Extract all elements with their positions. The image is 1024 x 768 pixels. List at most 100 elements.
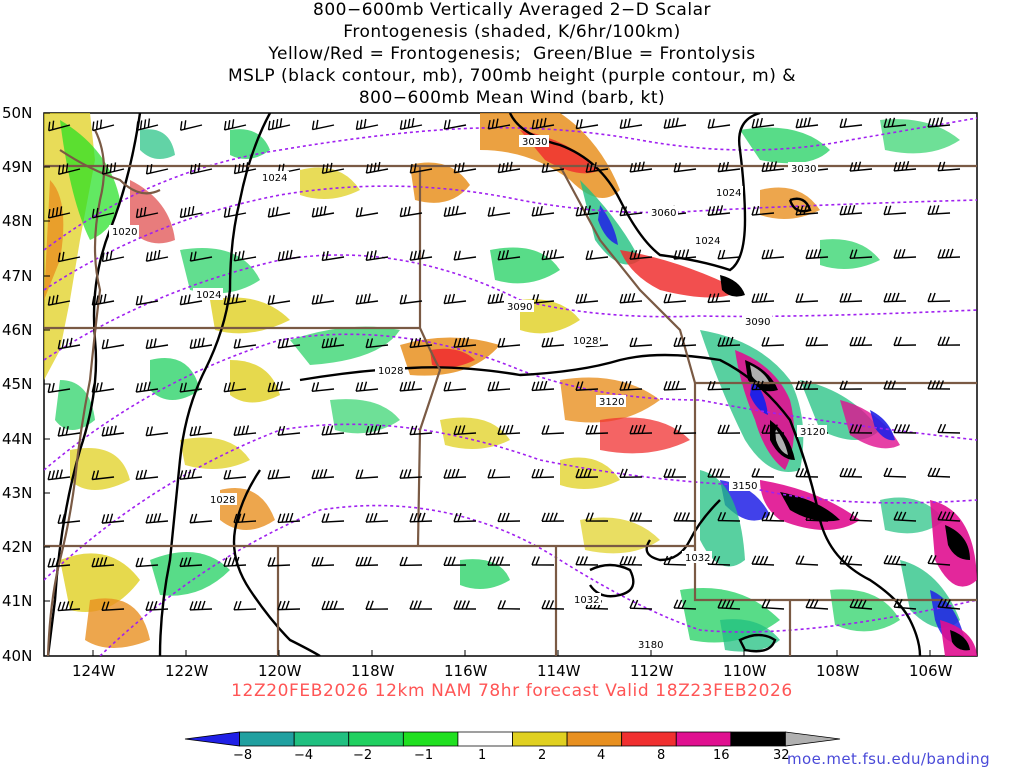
wind-barb-feather (751, 118, 756, 128)
wind-barb-feather (677, 424, 682, 434)
wind-barb-shaft (48, 124, 71, 132)
wind-barb-shaft (498, 344, 521, 348)
wind-barb-feather (329, 600, 334, 610)
wind-barb-feather (765, 249, 770, 259)
wind-barb-feather (363, 118, 367, 128)
wind-barb-shaft (444, 124, 467, 130)
wind-barb-feather (403, 556, 408, 566)
wind-barb-feather (671, 118, 675, 128)
wind-barb-feather (241, 250, 245, 260)
wind-barb-feather (403, 119, 407, 129)
wind-barb-feather (487, 294, 492, 304)
wind-barb-feather (895, 555, 901, 565)
frontogenesis-shading (44, 113, 977, 656)
wind-barb-feather (667, 555, 673, 565)
wind-barb-feather (545, 250, 550, 260)
wind-barb-feather (587, 468, 592, 478)
colorbar-label: 8 (657, 748, 665, 763)
wind-barb-feather (623, 468, 628, 478)
wind-barb-shaft (136, 476, 159, 481)
wind-barb-feather (575, 468, 580, 478)
wind-barb-feather (817, 248, 822, 258)
colorbar-swatch (730, 731, 786, 747)
wind-barb-feather (325, 250, 329, 261)
wind-barb-feather (849, 424, 854, 434)
wind-barb-shaft (454, 168, 477, 174)
wind-barb-feather (145, 601, 150, 611)
wind-barb-feather (849, 511, 855, 521)
wind-barb-feather (619, 468, 624, 478)
wind-barb-feather (895, 292, 900, 302)
wind-barb-feather (589, 250, 594, 260)
wind-barb-shaft (48, 300, 71, 306)
wind-barb-feather (279, 118, 283, 128)
wind-barb-shaft (894, 168, 917, 172)
colorbar-swatch (785, 731, 841, 747)
wind-barb-feather (759, 555, 765, 565)
wind-barb-feather (715, 468, 720, 478)
wind-barb-feather (501, 250, 506, 260)
wind-barb-feather (409, 600, 414, 610)
wind-barb-feather (101, 514, 106, 524)
wind-barb-shaft (180, 476, 203, 480)
wind-barb-feather (807, 380, 812, 390)
wind-barb-feather (325, 338, 330, 348)
wind-barb-shaft (796, 124, 819, 129)
wind-barb-feather (887, 118, 892, 128)
wind-barb-feather (149, 513, 154, 523)
wind-barb-shaft (761, 519, 785, 522)
wind-barb-shaft (928, 562, 951, 566)
wind-barb-feather (453, 338, 458, 348)
wind-barb-shaft (92, 564, 115, 568)
wind-barb-feather (285, 600, 290, 610)
lat-label: 45N (2, 375, 32, 393)
wind-barb-feather (575, 381, 580, 391)
wind-barb-shaft (234, 256, 257, 262)
wind-barb-feather (619, 555, 625, 565)
mslp-contours (46, 113, 922, 656)
wind-barb-feather (761, 162, 766, 172)
wind-barb-feather (901, 248, 906, 258)
lat-label: 49N (2, 158, 32, 176)
wind-barb-shaft (58, 608, 81, 612)
wind-barb-feather (583, 468, 588, 478)
wind-barb-shaft (102, 432, 125, 437)
wind-barb-feather (443, 556, 448, 566)
wind-barb-shaft (928, 124, 951, 128)
wind-barb-feather (795, 118, 800, 128)
wind-barb-feather (673, 250, 678, 260)
wind-barb-shaft (542, 256, 565, 261)
wind-barb-feather (765, 511, 771, 521)
wind-barb-feather (145, 252, 149, 262)
wind-barb-shaft (673, 344, 697, 347)
height-label: 3120 (800, 427, 825, 438)
wind-barb-shaft (532, 300, 555, 304)
wind-barb-shaft (752, 124, 775, 129)
wind-barb-feather (809, 249, 814, 259)
wind-barb-shaft (674, 256, 697, 260)
wind-barb-feather (663, 381, 668, 391)
wind-barb-shaft (883, 300, 907, 303)
wind-barb-feather (945, 336, 950, 346)
wind-barb-feather (799, 118, 804, 128)
wind-barb-feather (135, 121, 139, 131)
wind-barb-feather (799, 555, 805, 565)
wind-barb-feather (711, 205, 716, 216)
wind-barb-feather (455, 468, 460, 478)
wind-barb-feather (497, 163, 501, 173)
wind-barb-feather (325, 600, 330, 610)
wind-barb-feather (585, 512, 590, 522)
wind-barb-shaft (180, 300, 203, 306)
wind-barb-feather (843, 467, 849, 477)
wind-barb-feather (143, 382, 147, 392)
wind-barb-feather (135, 295, 139, 305)
wind-barb-shaft (576, 300, 599, 304)
wind-barb-feather (47, 470, 52, 480)
axis-ticks (44, 112, 931, 656)
wind-barb-shaft (938, 606, 961, 610)
wind-barb-feather (805, 249, 810, 259)
wind-barb-shaft (620, 212, 643, 217)
wind-barb-feather (539, 205, 543, 216)
wind-barb-feather (179, 295, 183, 305)
wind-barb-feather (271, 382, 276, 392)
